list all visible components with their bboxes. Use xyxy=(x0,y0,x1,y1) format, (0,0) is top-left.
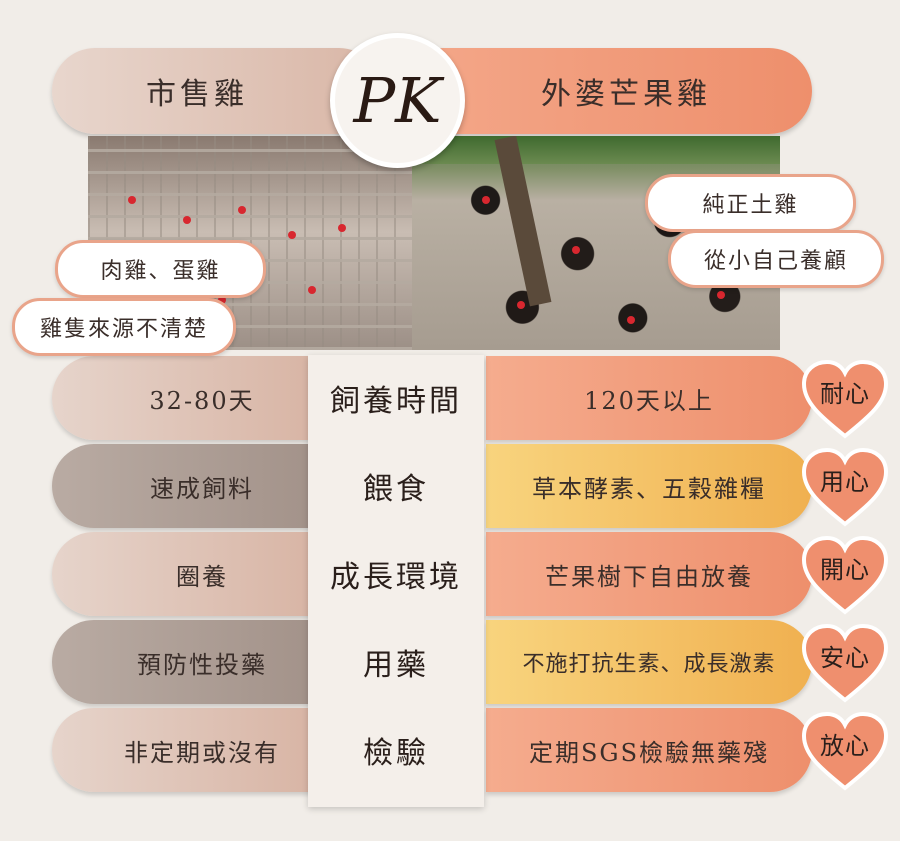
heart-reassured-icon: 安心 xyxy=(800,620,890,704)
row-inspection-label: 檢驗 xyxy=(363,736,429,771)
row-feed-left-text: 速成飼料 xyxy=(150,474,254,503)
heart-happy-icon: 開心 xyxy=(800,532,890,616)
heart-care-icon: 用心 xyxy=(800,444,890,528)
row-feed-right-text: 草本酵素、五穀雜糧 xyxy=(532,474,766,503)
row-feeding-time-right-text: 120天以上 xyxy=(584,386,714,415)
row-feed-left: 速成飼料 xyxy=(52,444,352,528)
row-environment-right: 芒果樹下自由放養 xyxy=(486,532,812,616)
heart-relieved-icon: 放心 xyxy=(800,708,890,792)
tag-unknown-source-label: 雞隻來源不清楚 xyxy=(39,317,208,342)
center-column xyxy=(308,355,484,807)
tag-pure-native-chicken-label: 純正土雞 xyxy=(702,193,799,218)
row-inspection-left-text: 非定期或沒有 xyxy=(124,738,280,767)
row-medication-right: 不施打抗生素、成長激素 xyxy=(486,620,812,704)
tag-broiler-layer-label: 肉雞、蛋雞 xyxy=(100,259,221,284)
tag-pure-native-chicken: 純正土雞 xyxy=(645,174,856,232)
heart-patience-icon: 耐心 xyxy=(800,356,890,440)
row-inspection-right: 定期SGS檢驗無藥殘 xyxy=(486,708,812,792)
heart-care-label: 用心 xyxy=(820,468,870,496)
row-medication-right-text: 不施打抗生素、成長激素 xyxy=(522,652,776,677)
heart-relieved-label: 放心 xyxy=(820,732,870,760)
row-feeding-time-left: 32-80天 xyxy=(52,356,352,440)
tag-self-raised: 從小自己養顧 xyxy=(668,230,884,288)
row-feeding-time-right: 120天以上 xyxy=(486,356,812,440)
tag-unknown-source: 雞隻來源不清楚 xyxy=(12,298,236,356)
heart-reassured-label: 安心 xyxy=(820,644,870,672)
row-feeding-time-label: 飼養時間 xyxy=(330,384,462,419)
row-medication-left-text: 預防性投藥 xyxy=(137,650,267,679)
header-left-title: 市售雞 xyxy=(146,77,248,112)
row-medication-label: 用藥 xyxy=(363,648,429,683)
header-right-pill: 外婆芒果雞 xyxy=(400,48,812,134)
heart-happy-label: 開心 xyxy=(820,556,870,584)
row-environment-right-text: 芒果樹下自由放養 xyxy=(545,562,753,591)
tag-self-raised-label: 從小自己養顧 xyxy=(703,249,848,274)
row-medication-left: 預防性投藥 xyxy=(52,620,352,704)
row-environment-label: 成長環境 xyxy=(330,560,462,595)
heart-patience-label: 耐心 xyxy=(820,380,870,408)
row-inspection-left: 非定期或沒有 xyxy=(52,708,352,792)
row-feeding-time-left-text: 32-80天 xyxy=(149,386,255,415)
row-inspection-right-text: 定期SGS檢驗無藥殘 xyxy=(528,738,770,767)
pk-badge: PK xyxy=(330,33,465,168)
header-left-pill: 市售雞 xyxy=(52,48,382,134)
tag-broiler-layer: 肉雞、蛋雞 xyxy=(55,240,266,298)
pk-label: PK xyxy=(353,64,442,137)
row-environment-left: 圈養 xyxy=(52,532,352,616)
row-feed-right: 草本酵素、五穀雜糧 xyxy=(486,444,812,528)
header-right-title: 外婆芒果雞 xyxy=(541,77,711,112)
row-feed-label: 餵食 xyxy=(363,472,429,507)
row-environment-left-text: 圈養 xyxy=(176,562,228,591)
